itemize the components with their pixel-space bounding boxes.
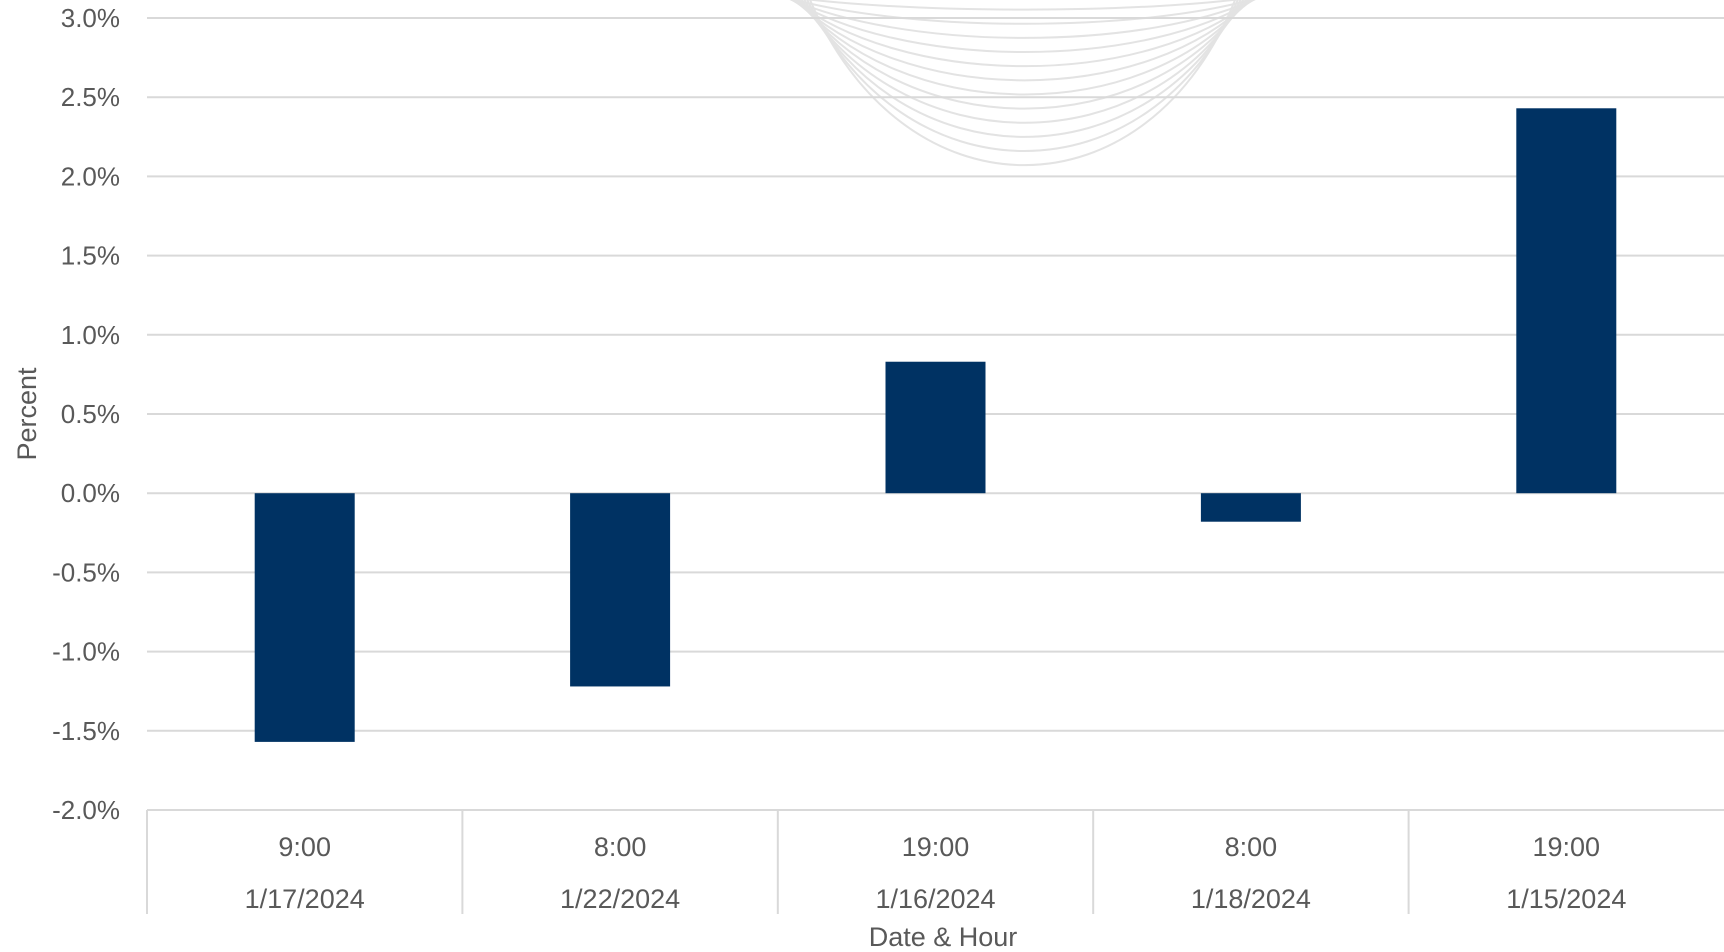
x-axis: 9:00 1/17/2024 8:00 1/22/2024 19:00 1/16/2024…	[146, 810, 1626, 914]
watermark-arc	[793, 0, 1252, 82]
watermark-arc	[789, 0, 1256, 39]
x-tick-hour-label: 8:00	[594, 832, 647, 862]
y-axis-tick-labels: 3.0% 2.5% 2.0% 1.5% 1.0% 0.5% 0.0% -0.5% -1.0% -1…	[52, 3, 120, 825]
watermark-arc	[809, 0, 1236, 167]
x-tick-hour-label: 9:00	[278, 832, 331, 862]
x-tick-date-label: 1/18/2024	[1191, 884, 1311, 914]
y-tick-label: 0.5%	[61, 399, 120, 429]
x-tick-date-label: 1/15/2024	[1506, 884, 1626, 914]
x-tick-date-label: 1/16/2024	[875, 884, 995, 914]
watermark-arc	[804, 0, 1242, 11]
y-tick-label: -1.5%	[52, 716, 120, 746]
bar	[1516, 108, 1617, 494]
x-tick-date-label: 1/17/2024	[245, 884, 365, 914]
y-tick-label: 1.5%	[61, 241, 120, 271]
bars-group	[254, 108, 1617, 742]
x-tick-hour-label: 19:00	[1533, 832, 1601, 862]
watermark-arc	[791, 0, 1254, 25]
watermark-graphic	[789, 0, 1256, 167]
bar	[885, 361, 986, 494]
watermark-arc	[801, 0, 1245, 124]
y-tick-label: 2.5%	[61, 82, 120, 112]
watermark-arc	[791, 0, 1254, 68]
watermark-arc	[803, 0, 1242, 138]
watermark-arc	[798, 0, 1247, 110]
x-tick-hour-label: 8:00	[1225, 832, 1278, 862]
y-tick-label: 1.0%	[61, 320, 120, 350]
watermark-arc	[806, 0, 1239, 152]
y-tick-label: 0.0%	[61, 478, 120, 508]
x-tick-hour-label: 19:00	[902, 832, 970, 862]
x-tick-date-label: 1/22/2024	[560, 884, 680, 914]
y-tick-label: 2.0%	[61, 161, 120, 191]
y-tick-label: -0.5%	[52, 557, 120, 587]
y-tick-label: 3.0%	[61, 3, 120, 33]
x-axis-title: Date & Hour	[869, 922, 1018, 952]
bar	[254, 493, 355, 742]
bar	[1200, 493, 1301, 522]
y-axis-title: Percent	[12, 367, 42, 461]
y-tick-label: -1.0%	[52, 637, 120, 667]
y-tick-label: -2.0%	[52, 795, 120, 825]
watermark-arc	[796, 0, 1250, 96]
watermark-arc	[790, 0, 1255, 53]
bar	[570, 493, 671, 687]
